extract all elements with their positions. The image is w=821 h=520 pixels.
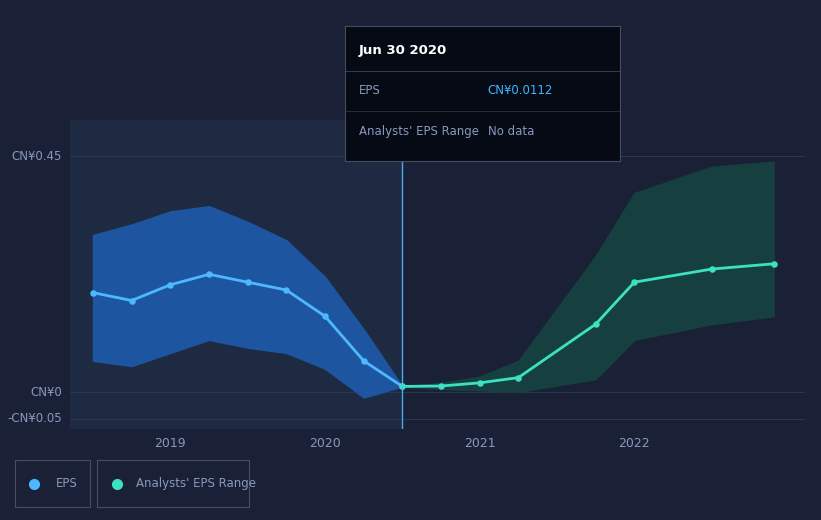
Text: CN¥0: CN¥0 xyxy=(30,386,62,399)
Text: Jun 30 2020: Jun 30 2020 xyxy=(359,44,447,57)
Text: Analysts Forecasts: Analysts Forecasts xyxy=(410,133,526,146)
Bar xyxy=(70,120,402,429)
Point xyxy=(396,382,409,391)
Point xyxy=(280,286,293,294)
Point xyxy=(473,379,486,387)
Point xyxy=(396,382,409,391)
Text: Analysts' EPS Range: Analysts' EPS Range xyxy=(359,125,479,138)
Text: CN¥0.0112: CN¥0.0112 xyxy=(488,84,553,97)
Point xyxy=(434,382,447,390)
Point xyxy=(241,278,255,287)
Point xyxy=(357,357,370,365)
Text: EPS: EPS xyxy=(359,84,380,97)
Text: -CN¥0.05: -CN¥0.05 xyxy=(7,412,62,425)
Point xyxy=(319,312,332,320)
Point xyxy=(767,259,780,268)
Point xyxy=(628,278,641,287)
Point xyxy=(589,320,603,328)
Point xyxy=(705,265,718,273)
Point xyxy=(163,281,177,289)
Text: Actual: Actual xyxy=(355,133,395,146)
Point xyxy=(125,296,138,305)
Point xyxy=(511,373,525,382)
Text: Analysts' EPS Range: Analysts' EPS Range xyxy=(136,477,256,490)
Text: CN¥0.45: CN¥0.45 xyxy=(11,150,62,163)
Text: EPS: EPS xyxy=(56,477,77,490)
Point xyxy=(203,270,216,279)
Text: No data: No data xyxy=(488,125,534,138)
Point xyxy=(86,289,99,297)
